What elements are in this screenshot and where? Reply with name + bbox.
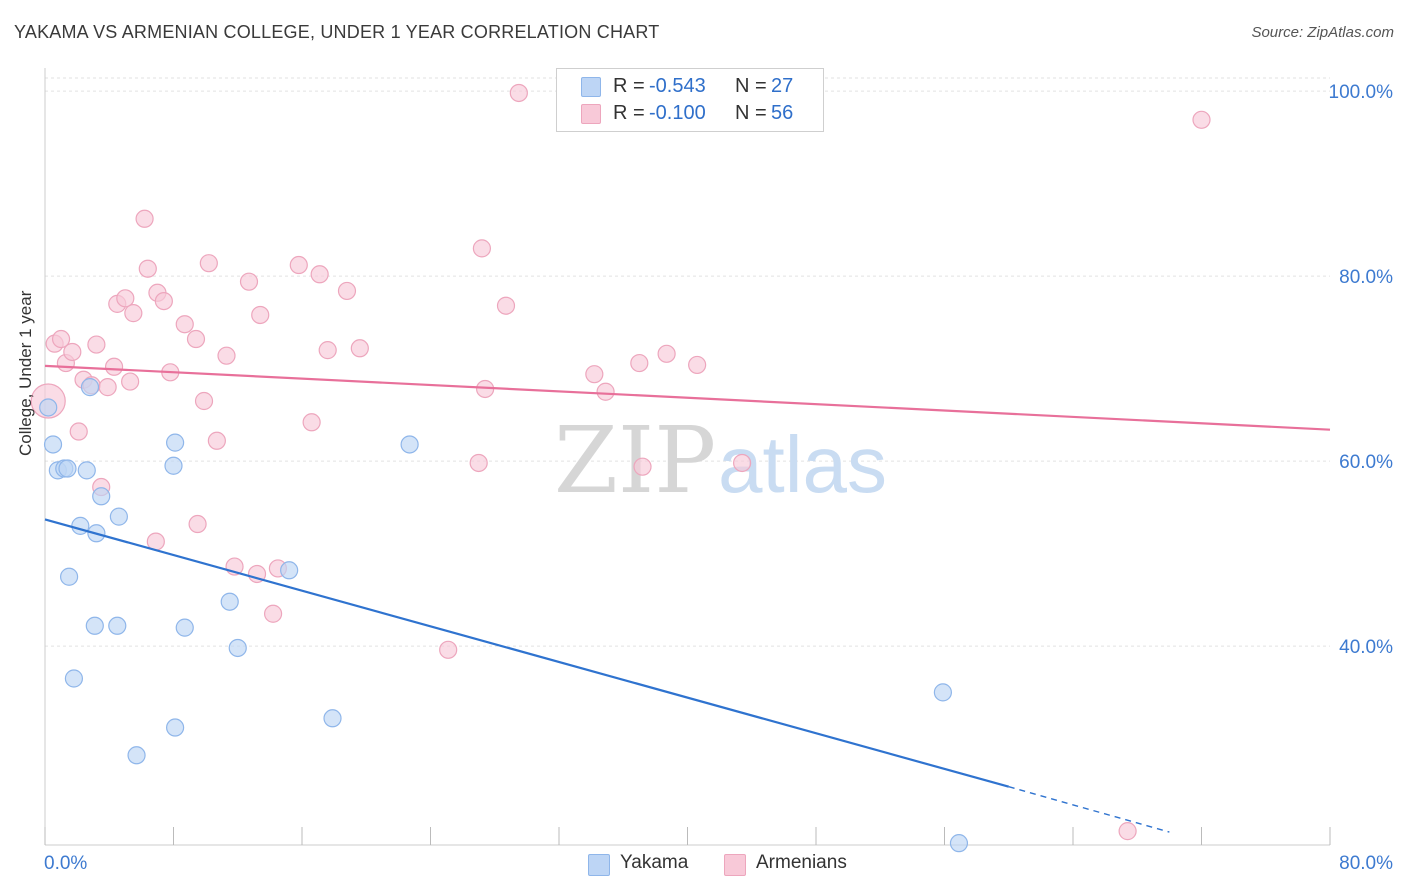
yakama-point [85, 616, 104, 635]
source-label: Source: ZipAtlas.com [1251, 24, 1394, 41]
yakama-point [175, 618, 194, 637]
armenians-point [247, 564, 267, 584]
armenians-point [469, 453, 488, 473]
yakama-point [64, 669, 84, 688]
bottom-legend-label-armenians: Armenians [756, 852, 847, 873]
legend-n-value: 56 [771, 102, 794, 124]
yakama-trend-line [44, 518, 1010, 788]
x-tick-label: 80.0% [1339, 853, 1393, 874]
legend-n-value: 27 [771, 75, 794, 97]
yakama-point [166, 433, 185, 452]
legend-r-value: -0.543 [649, 75, 706, 97]
armenians-point [121, 372, 140, 391]
yakama-point [400, 435, 419, 454]
armenians-point [188, 514, 207, 534]
y-tick-label: 40.0% [1339, 637, 1393, 658]
yakama-trend-extension [1008, 786, 1170, 833]
armenians-point [439, 640, 458, 659]
yakama-point [166, 718, 185, 737]
yakama-point [59, 567, 79, 586]
yakama-point [92, 487, 111, 506]
yakama-point [228, 638, 247, 658]
y-tick-label: 80.0% [1339, 267, 1393, 288]
legend-swatch-yakama [581, 77, 601, 97]
armenians-point [104, 357, 124, 376]
yakama-point [108, 616, 127, 635]
chart-title: YAKAMA VS ARMENIAN COLLEGE, UNDER 1 YEAR… [14, 22, 660, 42]
legend-r-label: R = [613, 102, 645, 124]
armenians-point [116, 289, 135, 308]
yakama-point [39, 398, 58, 417]
armenians-point [585, 365, 604, 384]
armenians-point [135, 209, 154, 228]
trend-lines [44, 364, 1331, 833]
y-tick-label: 100.0% [1329, 82, 1394, 103]
armenians-point [199, 254, 218, 273]
yakama-point [77, 461, 96, 480]
armenians-point [596, 382, 615, 401]
armenians-trend-line [44, 364, 1331, 431]
armenians-point [124, 304, 143, 323]
tick-labels: 40.0% 60.0% 80.0% 100.0% 0.0% 80.0% [44, 82, 1393, 874]
armenians-point [657, 344, 676, 363]
legend-n-label: N = [735, 102, 767, 124]
yakama-point [933, 683, 952, 702]
armenians-point [337, 281, 357, 301]
x-tick-label: 0.0% [44, 853, 87, 874]
y-tick-label: 60.0% [1339, 452, 1393, 473]
armenians-point [69, 422, 88, 441]
yakama-point [58, 459, 77, 478]
armenians-point [186, 329, 206, 349]
armenians-point [633, 457, 652, 476]
armenians-point [207, 431, 226, 450]
axes [44, 68, 1331, 846]
armenians-point [733, 453, 752, 473]
armenians-point [217, 346, 236, 365]
armenians-point [350, 339, 369, 358]
legend-r-value: -0.100 [649, 102, 706, 124]
armenians-point [263, 604, 283, 623]
correlation-legend: R = -0.543 N = 27 R = -0.100 N = 56 [556, 68, 824, 132]
legend-r-label: R = [613, 75, 645, 97]
watermark-zip: ZIP [554, 407, 716, 514]
armenians-point [154, 292, 173, 311]
yakama-point [109, 507, 128, 526]
armenians-point [138, 259, 157, 278]
legend-n-label: N = [735, 75, 767, 97]
armenians-point [175, 315, 194, 334]
armenians-point [688, 355, 707, 375]
armenians-point [310, 265, 329, 284]
armenians-point [496, 296, 516, 315]
yakama-point [949, 834, 969, 853]
yakama-point [220, 592, 239, 611]
armenians-point [98, 378, 117, 397]
armenians-point [251, 305, 270, 325]
yakama-point [80, 378, 100, 397]
armenians-point [509, 83, 528, 103]
bottom-legend-label-yakama: Yakama [620, 852, 689, 873]
legend-swatch-armenians [581, 104, 601, 124]
armenians-point [63, 342, 82, 362]
armenians-point [1118, 822, 1137, 841]
yakama-point [164, 456, 183, 475]
bottom-legend-swatch-armenians [724, 854, 746, 876]
armenians-point [51, 329, 71, 349]
armenians-point [87, 335, 106, 354]
yakama-point [43, 435, 63, 454]
armenians-point [472, 239, 491, 258]
yakama-point [127, 746, 146, 765]
bottom-legend-swatch-yakama [588, 854, 610, 876]
armenians-point [194, 391, 214, 411]
armenians-point [318, 341, 337, 360]
y-axis-label: College, Under 1 year [16, 290, 35, 456]
yakama-point [280, 561, 299, 580]
armenians-point [239, 272, 259, 291]
yakama-point [323, 709, 342, 728]
armenians-point [289, 255, 308, 275]
armenians-point [302, 413, 321, 432]
armenians-point [630, 353, 649, 373]
armenians-point [1192, 110, 1211, 129]
watermark: ZIP atlas [554, 407, 887, 514]
